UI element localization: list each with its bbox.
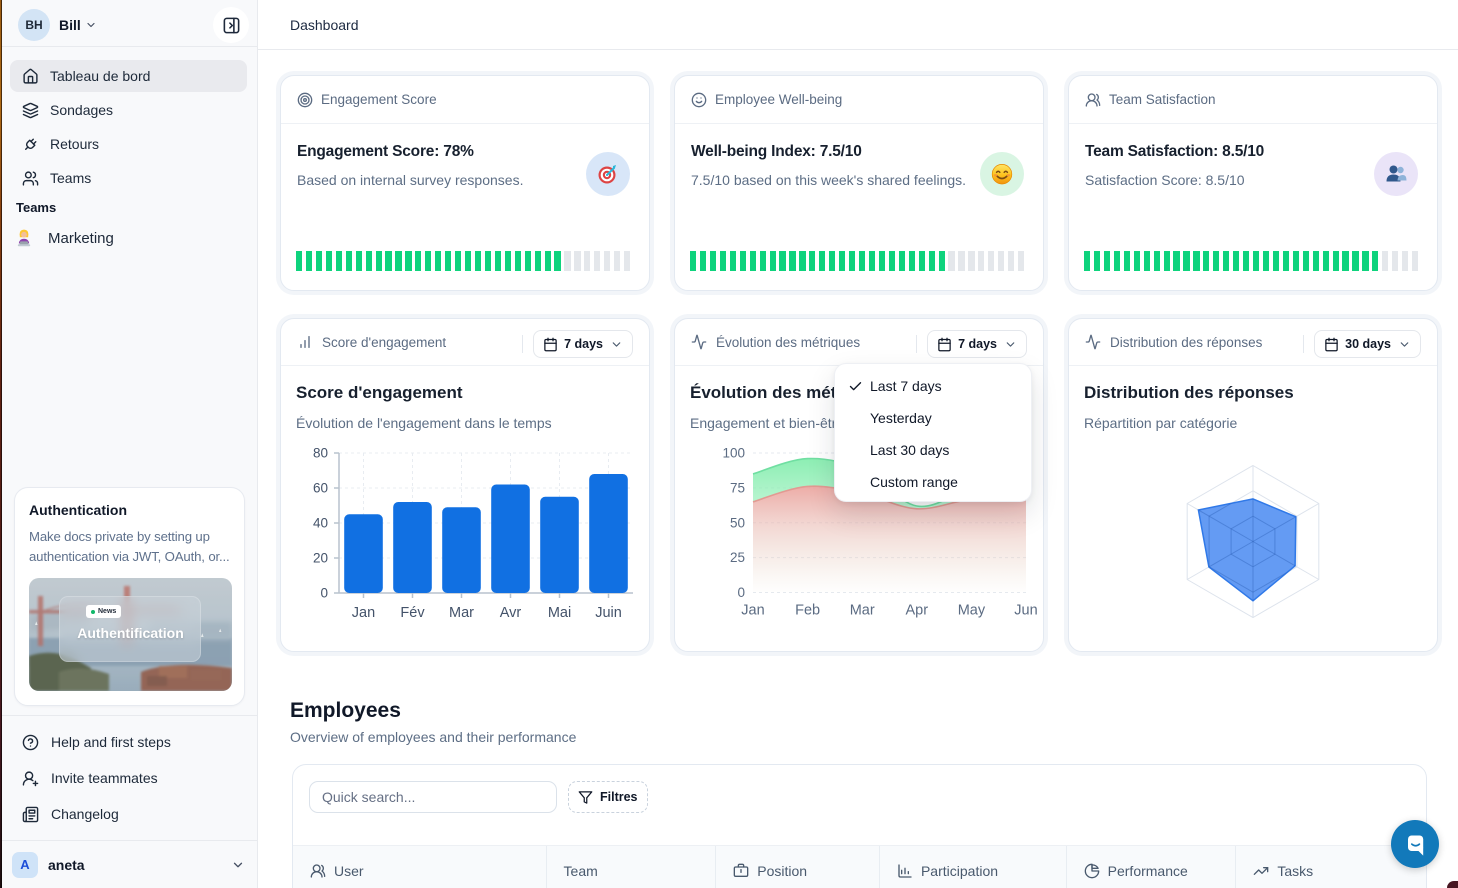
- svg-text:Mar: Mar: [850, 603, 875, 619]
- svg-text:Mar: Mar: [449, 605, 474, 621]
- svg-text:Apr: Apr: [906, 603, 929, 619]
- svg-text:Juin: Juin: [595, 605, 622, 621]
- svg-text:0: 0: [737, 585, 745, 600]
- svg-text:Jun: Jun: [1014, 603, 1037, 619]
- svg-text:20: 20: [313, 551, 328, 566]
- svg-text:Jan: Jan: [741, 603, 764, 619]
- svg-text:Avr: Avr: [500, 605, 522, 621]
- svg-text:0: 0: [320, 586, 328, 601]
- svg-text:60: 60: [313, 481, 328, 496]
- svg-text:Fév: Fév: [400, 605, 425, 621]
- svg-text:Feb: Feb: [795, 603, 820, 619]
- svg-text:Jan: Jan: [352, 605, 375, 621]
- svg-text:80: 80: [313, 446, 328, 461]
- svg-text:50: 50: [730, 515, 745, 530]
- svg-text:100: 100: [722, 446, 745, 461]
- svg-text:75: 75: [730, 480, 745, 495]
- svg-text:May: May: [958, 603, 986, 619]
- svg-text:40: 40: [313, 516, 328, 531]
- svg-text:Mai: Mai: [548, 605, 571, 621]
- svg-text:25: 25: [730, 550, 745, 565]
